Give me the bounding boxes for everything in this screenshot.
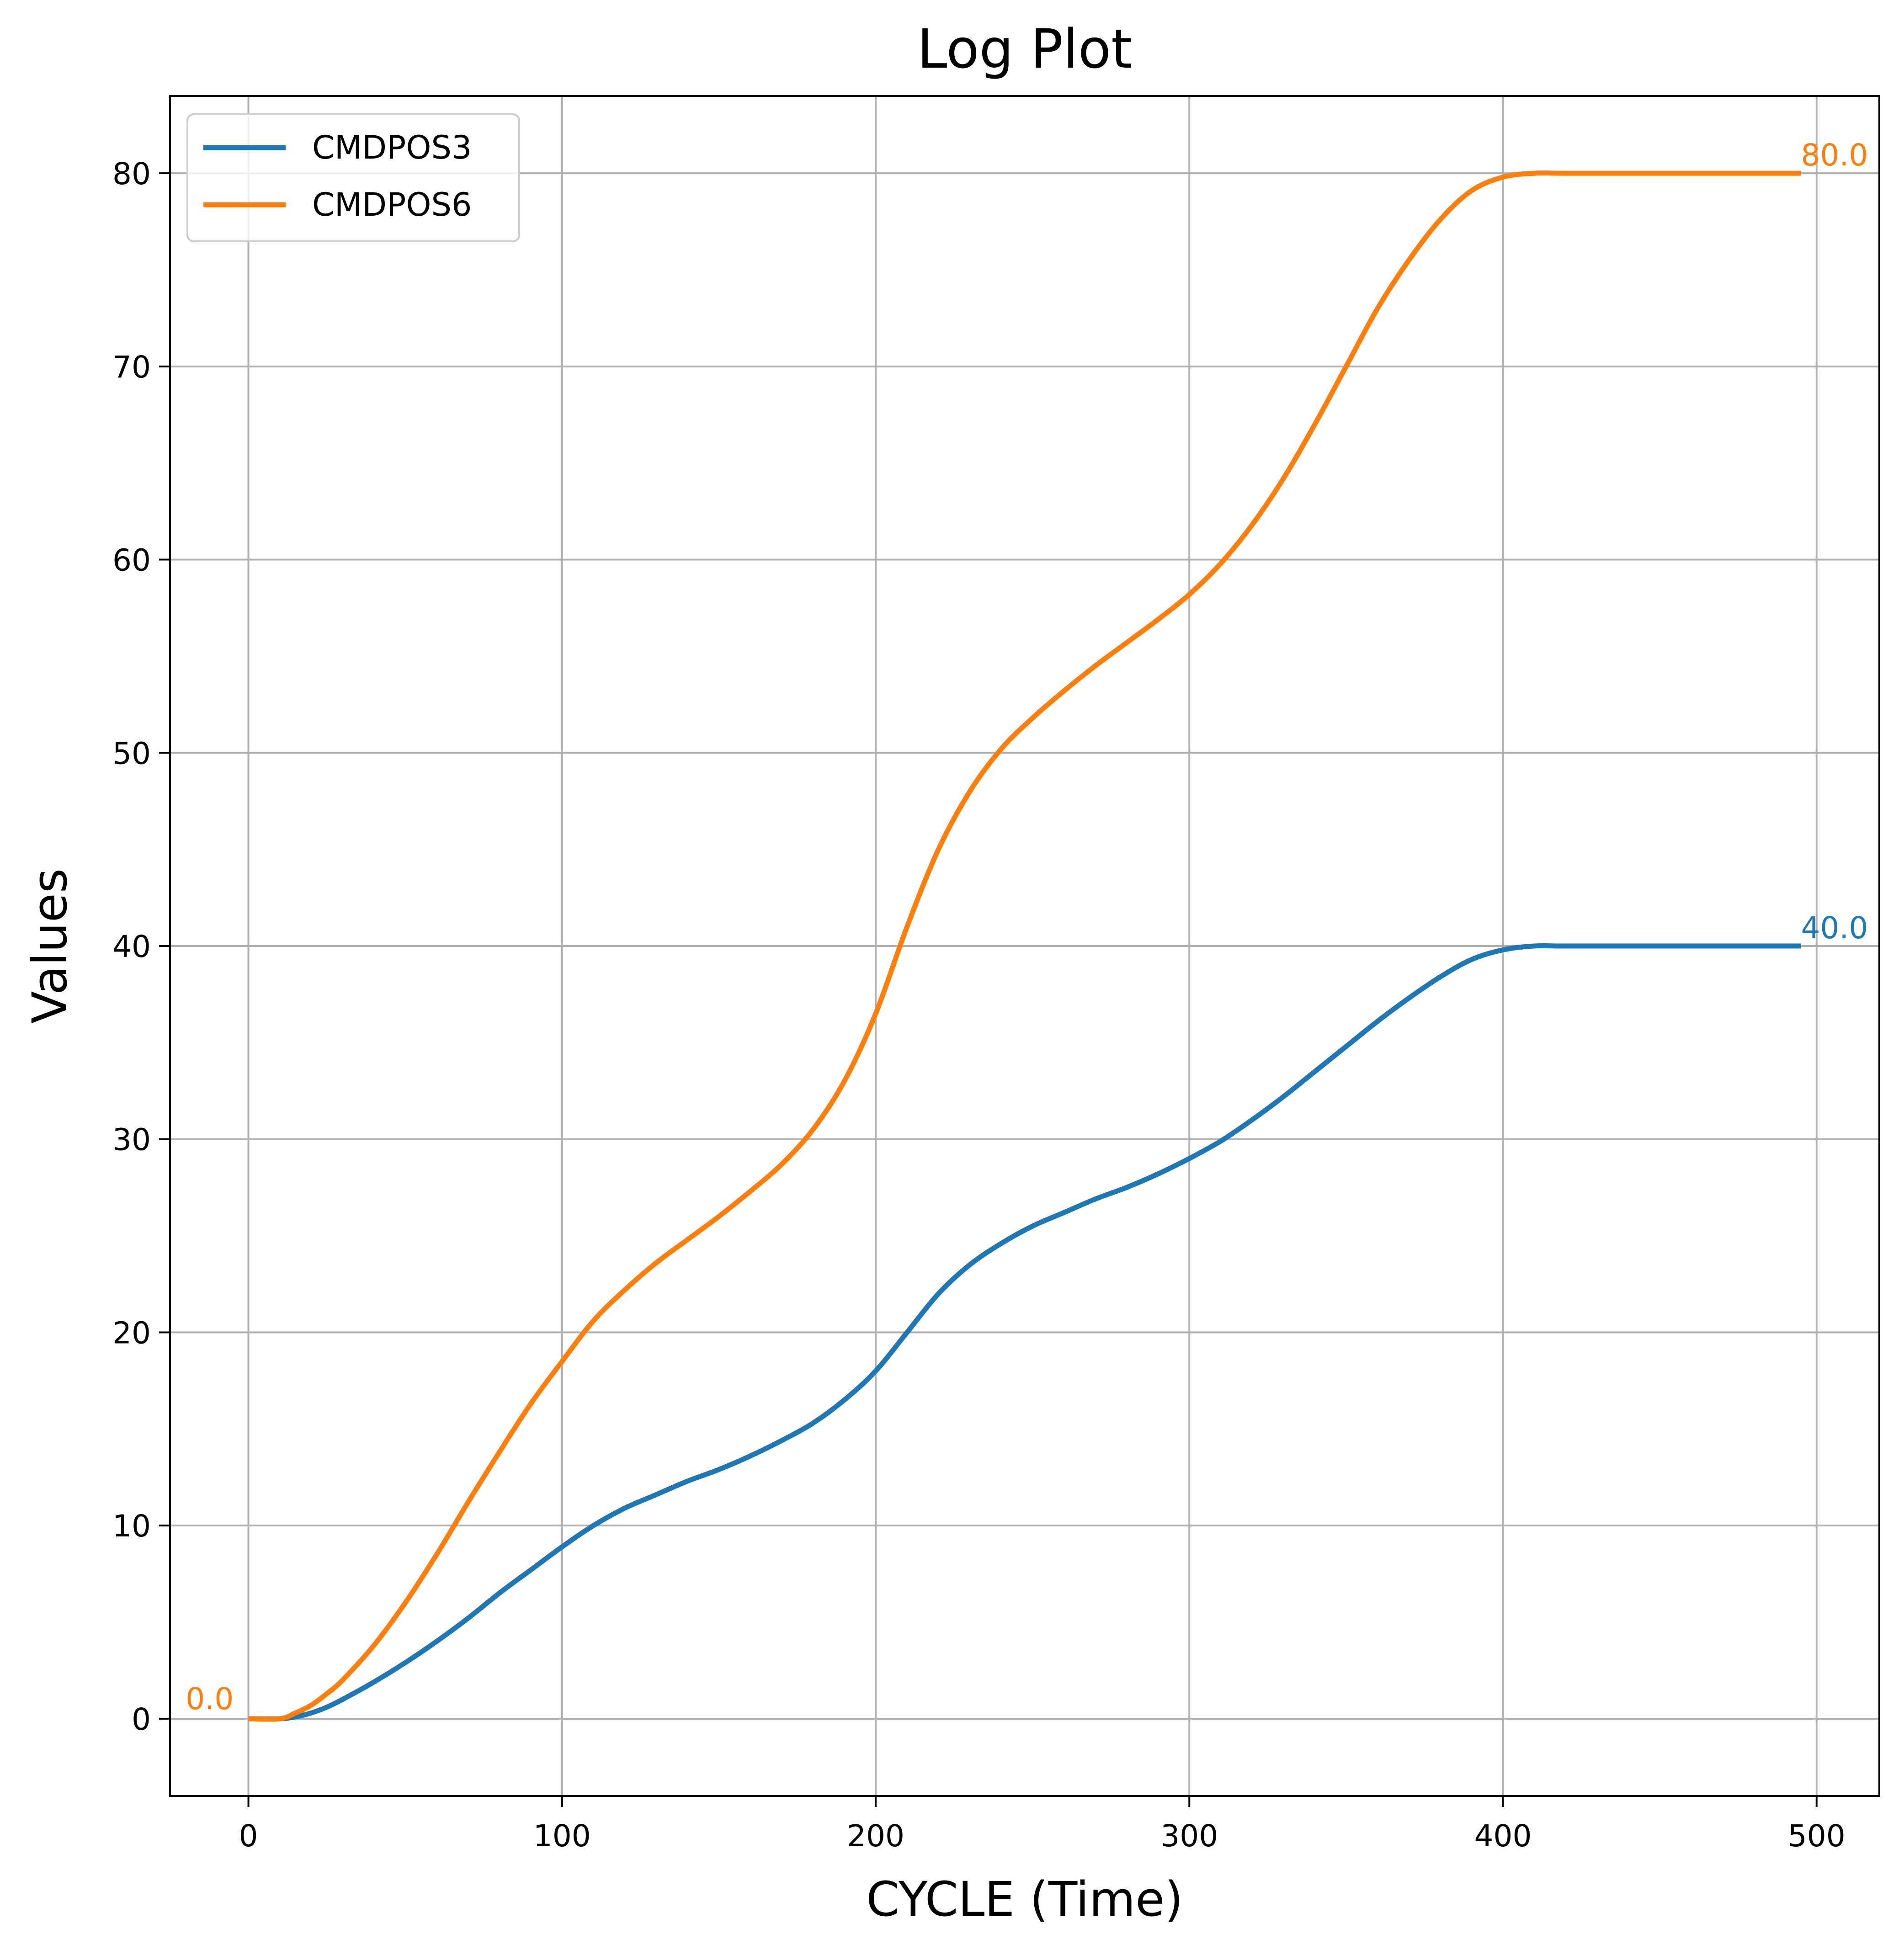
y-tick-label: 60 bbox=[112, 543, 151, 578]
legend-label-cmdpos3: CMDPOS3 bbox=[312, 129, 472, 166]
x-tick-label: 100 bbox=[533, 1818, 591, 1854]
y-tick-label: 50 bbox=[112, 736, 151, 771]
y-tick-label: 80 bbox=[112, 156, 151, 191]
x-tick-label: 500 bbox=[1788, 1818, 1845, 1854]
x-tick-label: 200 bbox=[847, 1818, 904, 1854]
series-lines bbox=[248, 170, 1801, 1722]
value-annotation: 40.0 bbox=[1801, 910, 1868, 946]
legend: CMDPOS3 CMDPOS6 bbox=[186, 113, 520, 242]
legend-items: CMDPOS3 CMDPOS6 bbox=[203, 129, 472, 223]
x-tick-label: 0 bbox=[239, 1818, 258, 1854]
value-annotation: 0.0 bbox=[186, 1681, 234, 1716]
series-line-cmdpos6 bbox=[248, 170, 1801, 1722]
chart-title: Log Plot bbox=[917, 17, 1133, 80]
data-annotations: 0.0 40.0 80.0 bbox=[186, 138, 1868, 1716]
y-tick-label: 30 bbox=[112, 1122, 151, 1158]
y-tick-label: 70 bbox=[112, 350, 151, 385]
legend-label-cmdpos6: CMDPOS6 bbox=[312, 186, 472, 223]
value-annotation: 80.0 bbox=[1801, 138, 1868, 173]
series-line-cmdpos3 bbox=[248, 943, 1801, 1722]
y-tick-label: 40 bbox=[112, 929, 151, 964]
axis-ticks: 0 100 200 300 400 500 0 10 20 30 40 50 60 70 80 bbox=[112, 156, 1845, 1854]
grid-lines bbox=[170, 96, 1879, 1796]
y-tick-label: 0 bbox=[132, 1702, 151, 1737]
y-tick-label: 20 bbox=[112, 1315, 151, 1350]
x-tick-label: 300 bbox=[1160, 1818, 1218, 1854]
x-tick-label: 400 bbox=[1474, 1818, 1532, 1854]
x-axis-label: CYCLE (Time) bbox=[866, 1871, 1183, 1927]
y-tick-label: 10 bbox=[112, 1509, 151, 1544]
y-axis-label: Values bbox=[22, 868, 78, 1024]
